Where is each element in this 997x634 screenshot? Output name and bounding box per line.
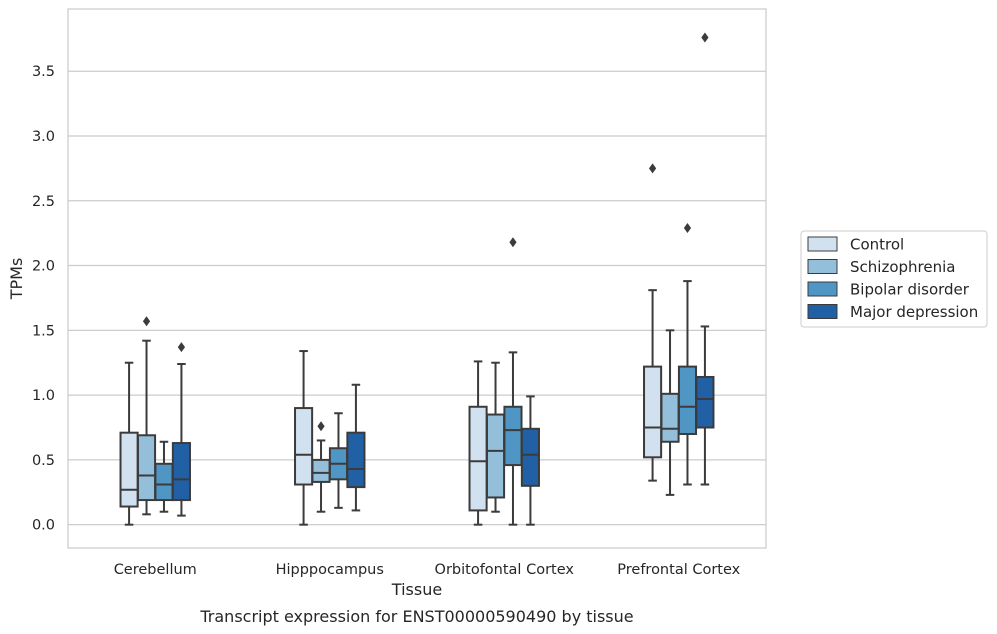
legend-label: Control — [850, 236, 904, 254]
box — [503, 405, 523, 467]
box — [468, 405, 488, 512]
box — [154, 462, 174, 502]
chart-caption: Transcript expression for ENST0000059049… — [199, 607, 633, 626]
box — [119, 431, 139, 508]
y-tick-label: 3.5 — [32, 64, 55, 80]
series-bipolar-disorder — [154, 222, 698, 526]
x-axis-ticks: Cerebellum Hipppocampus Orbitofontal Corte… — [114, 562, 741, 578]
series-control — [119, 163, 663, 526]
box — [311, 458, 331, 483]
outlier-point — [648, 163, 657, 174]
outlier-point — [177, 342, 186, 353]
y-axis-ticks: 0.0 0.5 1.0 1.5 2.0 2.5 3.0 3.5 — [32, 64, 55, 533]
x-tick-label: Prefrontal Cortex — [617, 562, 740, 578]
outlier-point — [317, 421, 325, 432]
y-tick-label: 3.0 — [32, 129, 55, 145]
legend-swatch — [807, 304, 838, 319]
y-tick-label: 1.0 — [32, 388, 55, 404]
outlier-point — [683, 222, 692, 233]
box — [171, 442, 191, 502]
series-schizophrenia — [136, 316, 680, 516]
legend-label: Major depression — [850, 303, 978, 321]
box — [136, 434, 157, 502]
box — [660, 392, 680, 443]
box-series — [119, 32, 715, 526]
x-axis-label: Tissue — [391, 580, 442, 599]
y-tick-label: 2.5 — [32, 194, 55, 210]
series-major-depression — [171, 32, 715, 526]
legend-frame — [800, 230, 988, 328]
box — [294, 407, 314, 486]
box — [677, 365, 698, 435]
legend-swatch — [807, 236, 838, 252]
x-tick-label: Hipppocampus — [276, 562, 384, 578]
legend-label: Bipolar disorder — [850, 281, 970, 299]
y-axis-label: TPMs — [7, 258, 26, 301]
y-tick-label: 2.0 — [32, 259, 55, 275]
box — [695, 375, 715, 429]
legend-swatch — [807, 281, 838, 297]
legend: Control Schizophrenia Bipolar disorder Majo… — [800, 230, 988, 328]
legend-swatch — [807, 259, 838, 274]
outlier-point — [701, 32, 709, 43]
x-tick-label: Cerebellum — [114, 562, 197, 578]
box — [485, 413, 506, 499]
outlier-point — [142, 316, 151, 327]
outlier-point — [509, 237, 517, 248]
legend-label: Schizophrenia — [850, 258, 955, 276]
y-tick-label: 0.5 — [32, 453, 55, 469]
box — [643, 365, 663, 459]
y-tick-label: 1.5 — [32, 323, 55, 339]
x-tick-label: Orbitofontal Cortex — [435, 562, 575, 578]
box — [520, 427, 540, 487]
plot-frame — [67, 8, 767, 549]
y-tick-label: 0.0 — [32, 518, 55, 534]
box — [346, 431, 366, 489]
